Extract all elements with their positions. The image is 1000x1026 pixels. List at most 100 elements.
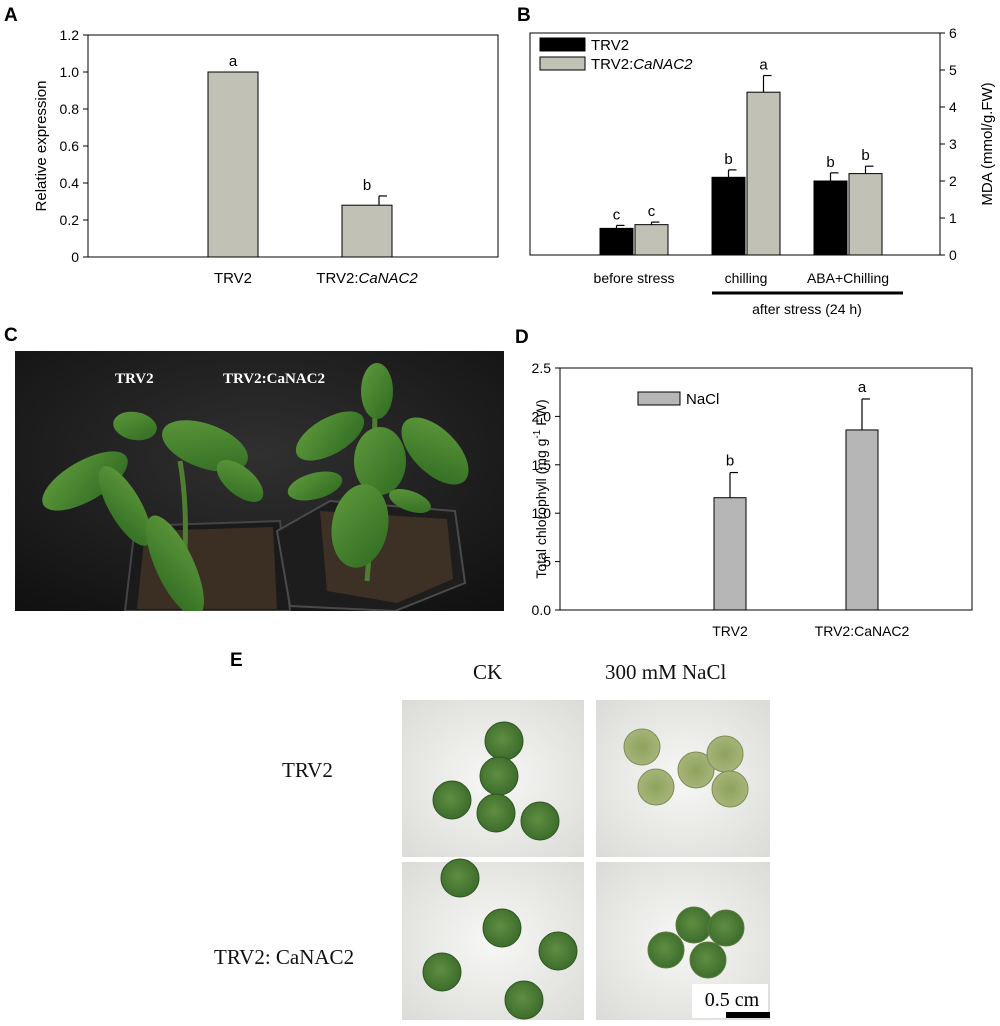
leaf xyxy=(216,460,264,502)
leaf-disc xyxy=(706,735,744,773)
scale-bar xyxy=(726,1012,770,1018)
leaf-disc xyxy=(440,858,480,898)
chart-d-bar xyxy=(713,497,747,611)
photo-c-label-trv2-canac2: TRV2:CaNAC2 xyxy=(223,371,325,387)
panel-letter-a: A xyxy=(4,5,18,26)
photo-c-label-trv2: TRV2 xyxy=(115,371,154,387)
chart-a-ytick-label: 0.4 xyxy=(60,175,80,191)
leaf-disc xyxy=(479,756,519,796)
chart-d-ytick-label: 1.0 xyxy=(532,505,552,521)
leaf-disc xyxy=(504,980,544,1020)
leaf xyxy=(98,466,152,546)
chart-a-sig-letter: b xyxy=(363,177,371,194)
chart-b-mda: 0 1 2 3 4 5 6 c b b c a b before stress chilling ABA+… xyxy=(529,25,996,317)
chart-d-ytick-label: 0.0 xyxy=(532,602,552,618)
chart-b-xtick-label: before stress xyxy=(594,270,675,286)
leaf-disc xyxy=(637,768,675,806)
chart-d-frame xyxy=(559,367,973,611)
chart-d-ylabel: Total chlorophyll (mg g-1 FW) xyxy=(532,399,549,578)
chart-b-ylabel: MDA (mmol/g.FW) xyxy=(979,82,996,205)
photo-e-col-nacl: 300 mM NaCl xyxy=(605,660,727,684)
leaf xyxy=(331,484,389,568)
leaf xyxy=(162,420,248,472)
photo-e-leaf-discs: 0.5 cm xyxy=(402,700,770,1020)
chart-d-xtick-label: TRV2:CaNAC2 xyxy=(815,623,910,639)
chart-b-group-label: after stress (24 h) xyxy=(752,301,862,317)
scale-bar-label: 0.5 cm xyxy=(705,989,760,1011)
chart-b-legend-swatch xyxy=(539,37,586,52)
chart-b-ytick-label: 6 xyxy=(949,25,957,41)
chart-b-xtick-label: chilling xyxy=(725,270,768,286)
chart-b-legend-swatch xyxy=(539,56,586,71)
chart-b-legend-label-gene: CaNAC2 xyxy=(633,56,693,73)
chart-a-bar xyxy=(207,71,259,258)
chart-a-ylabel: Relative expression xyxy=(33,81,50,212)
chart-d-legend-swatch xyxy=(637,391,681,406)
chart-d-sig-letter: b xyxy=(726,453,734,470)
chart-b-sig-letter: b xyxy=(724,151,732,168)
leaf xyxy=(354,427,406,495)
leaf-disc xyxy=(484,721,524,761)
leaf xyxy=(295,411,365,461)
photo-c-pepper-plants: TRV2 TRV2:CaNAC2 xyxy=(15,351,504,611)
chart-d-ytick-label: 2.0 xyxy=(532,408,552,424)
chart-a-ytick-label: 1.0 xyxy=(60,64,80,80)
chart-b-xtick-label: ABA+Chilling xyxy=(807,270,889,286)
chart-b-sig-letter: c xyxy=(613,206,621,223)
panel-letter-c: C xyxy=(4,325,18,346)
leaf-disc xyxy=(689,941,727,979)
chart-b-bar xyxy=(599,227,634,256)
chart-b-sig-letter: c xyxy=(648,203,656,220)
leaf xyxy=(42,451,128,511)
leaf xyxy=(389,488,431,514)
leaf-disc xyxy=(675,906,713,944)
chart-b-bar xyxy=(746,91,781,256)
chart-a-ytick-label: 1.2 xyxy=(60,27,80,43)
chart-a-ytick-label: 0 xyxy=(71,249,79,265)
leaf xyxy=(361,363,393,419)
chart-a-ytick-label: 0.6 xyxy=(60,138,80,154)
chart-d-ytick-label: 1.5 xyxy=(532,457,552,473)
leaf-disc xyxy=(647,931,685,969)
leaf xyxy=(401,417,469,485)
chart-a-xtick-label-gene: CaNAC2 xyxy=(359,270,419,287)
chart-b-sig-letter: b xyxy=(861,147,869,164)
photo-e-row-trv2: TRV2 xyxy=(282,758,333,782)
leaf-disc xyxy=(623,728,661,766)
photo-e-row-canac2: TRV2: CaNAC2 xyxy=(214,945,355,969)
chart-d-sig-letter: a xyxy=(858,379,867,396)
leaf-disc xyxy=(520,801,560,841)
chart-d-bar xyxy=(845,429,879,611)
chart-b-legend-label-main: TRV2: xyxy=(591,56,633,73)
chart-d-ylabel-end: FW) xyxy=(533,399,549,429)
leaf xyxy=(146,515,204,611)
leaf-disc xyxy=(482,908,522,948)
leaf-disc xyxy=(476,793,516,833)
panel-letter-d: D xyxy=(515,327,529,348)
chart-b-legend-label: TRV2 xyxy=(591,37,629,54)
chart-a-ytick-label: 0.2 xyxy=(60,212,80,228)
chart-a-sig-letter: a xyxy=(229,53,238,70)
chart-b-ytick-label: 3 xyxy=(949,136,957,152)
panel-letter-e: E xyxy=(230,650,243,671)
chart-d-xtick-label: TRV2 xyxy=(712,623,748,639)
chart-b-ytick-label: 5 xyxy=(949,62,957,78)
chart-b-bar xyxy=(711,176,746,256)
chart-b-ytick-label: 4 xyxy=(949,99,957,115)
leaf-disc xyxy=(711,770,749,808)
chart-d-chlorophyll: 0.0 .5 1.0 1.5 2.0 2.5 b a TRV2 TRV2:CaNAC2 NaC… xyxy=(532,360,973,639)
chart-d-ytick-label: .5 xyxy=(539,554,551,570)
chart-b-bar xyxy=(848,173,883,256)
leaf-disc xyxy=(422,952,462,992)
chart-a-ytick-label: 0.8 xyxy=(60,101,80,117)
panel-letter-b: B xyxy=(517,5,531,26)
photo-e-col-ck: CK xyxy=(473,660,503,684)
chart-a-xtick-label-main: TRV2 xyxy=(214,270,252,287)
chart-d-ytick-label: 2.5 xyxy=(532,360,552,376)
chart-b-ytick-label: 2 xyxy=(949,173,957,189)
chart-a-bar xyxy=(341,204,393,258)
leaf xyxy=(113,411,157,441)
leaf-disc xyxy=(677,751,715,789)
chart-d-ylabel-sup: -1 xyxy=(532,429,543,438)
chart-d-legend-label: NaCl xyxy=(686,391,719,408)
